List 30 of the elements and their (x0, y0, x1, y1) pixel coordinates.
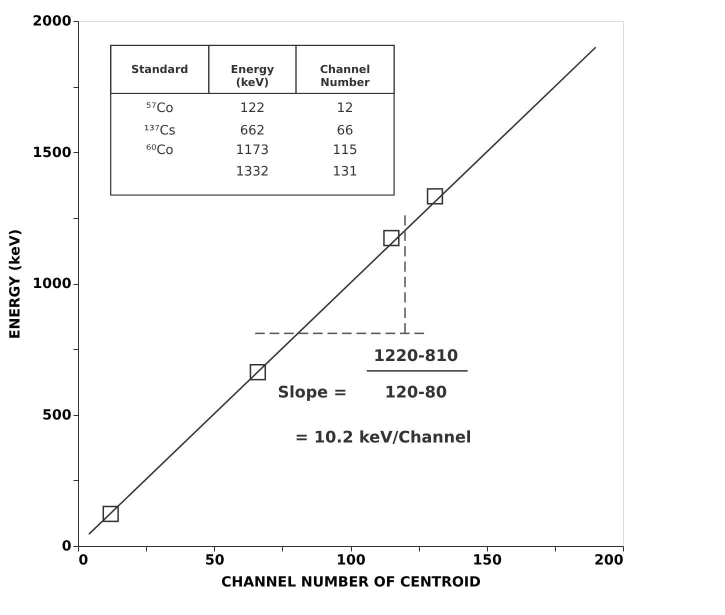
annotation: 122 (240, 101, 265, 116)
annotation: ¹³⁷Cs (144, 123, 176, 138)
x-tick-label: 50 (205, 552, 225, 568)
annotation: 66 (336, 123, 354, 138)
x-tick-label: 100 (336, 552, 366, 568)
annotation: Standard (131, 62, 188, 76)
x-tick-label: 0 (78, 552, 88, 568)
annotation: 115 (332, 143, 358, 158)
y-tick-label: 1000 (32, 276, 72, 292)
annotation: 131 (332, 164, 358, 180)
y-axis-title: ENERGY (keV) (8, 229, 24, 339)
y-tick-label: 0 (62, 538, 72, 554)
y-tick-label: 2000 (32, 14, 72, 30)
annotation: 12 (336, 101, 354, 116)
annotation: 120-80 (384, 382, 448, 402)
annotation: 662 (240, 123, 265, 138)
annotation: 1173 (236, 143, 269, 158)
y-tick-label: 500 (42, 407, 72, 424)
annotation: ⁶⁰Co (146, 143, 174, 158)
y-tick-label: 1500 (32, 144, 72, 161)
x-tick-label: 200 (594, 552, 624, 568)
annotation: Energy (keV) (230, 62, 274, 89)
x-tick-label: 150 (472, 552, 502, 568)
annotation: Channel Number (320, 62, 370, 89)
annotation: Slope = (278, 382, 347, 402)
annotation: = 10.2 keV/Channel (295, 428, 472, 447)
annotation: 1220-810 (374, 346, 458, 366)
annotation: ⁵⁷Co (146, 101, 174, 116)
x-axis-title: CHANNEL NUMBER OF CENTROID (221, 574, 481, 590)
annotation: 1332 (236, 164, 269, 180)
